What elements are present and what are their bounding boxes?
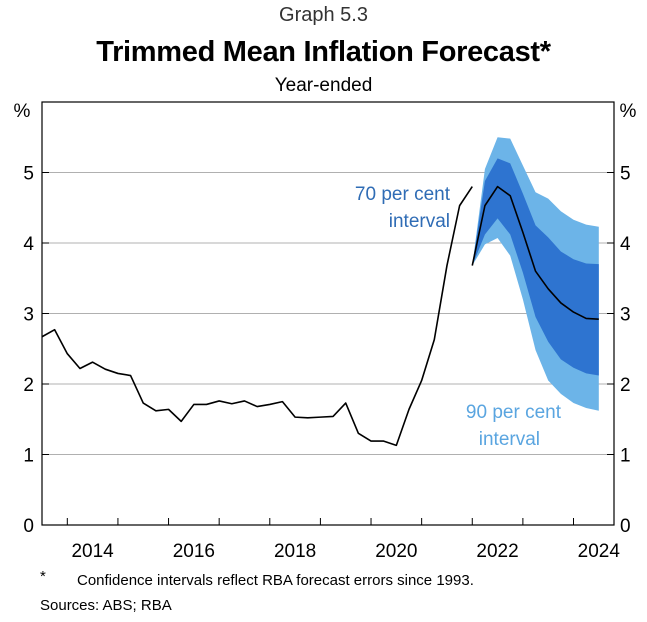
- chart-title: Trimmed Mean Inflation Forecast*: [96, 36, 551, 68]
- ytick-label-right: 2: [620, 375, 631, 396]
- annotation-90-line1: 90 per cent: [466, 402, 562, 423]
- annotation-70-line1: 70 per cent: [355, 184, 451, 205]
- xtick-label: 2016: [173, 541, 215, 562]
- ytick-label-left: 4: [23, 234, 34, 255]
- band-70-interval: [472, 158, 599, 376]
- annotation-90-line2: interval: [479, 429, 540, 450]
- footnote: Confidence intervals reflect RBA forecas…: [77, 572, 474, 589]
- xtick-label: 2014: [71, 541, 114, 562]
- ytick-label-right: 0: [620, 516, 631, 537]
- ytick-label-right: 1: [620, 446, 631, 467]
- series-line-trimmed-mean: [41, 186, 473, 447]
- xtick-label: 2020: [375, 541, 417, 562]
- xtick-label: 2022: [476, 541, 518, 562]
- ytick-label-left: 3: [23, 305, 34, 326]
- sources: Sources: ABS; RBA: [40, 597, 172, 614]
- chart-subtitle: Year-ended: [274, 75, 373, 96]
- ytick-label-right: 3: [620, 305, 631, 326]
- ytick-label-left: 0: [23, 516, 34, 537]
- xtick-label: 2024: [578, 541, 621, 562]
- xtick-label: 2018: [274, 541, 316, 562]
- ytick-label-left: 5: [23, 164, 34, 185]
- ytick-label-right: 4: [620, 234, 631, 255]
- footnote-marker: *: [40, 568, 46, 585]
- ytick-label-left: 1: [23, 446, 34, 467]
- series-line-central-forecast: [471, 185, 599, 320]
- annotation-70-line2: interval: [389, 211, 450, 232]
- graph-number: Graph 5.3: [279, 4, 368, 26]
- ylabel-right: %: [620, 101, 637, 122]
- ylabel-left: %: [14, 101, 31, 122]
- ytick-label-right: 5: [620, 164, 631, 185]
- ytick-label-left: 2: [23, 375, 34, 396]
